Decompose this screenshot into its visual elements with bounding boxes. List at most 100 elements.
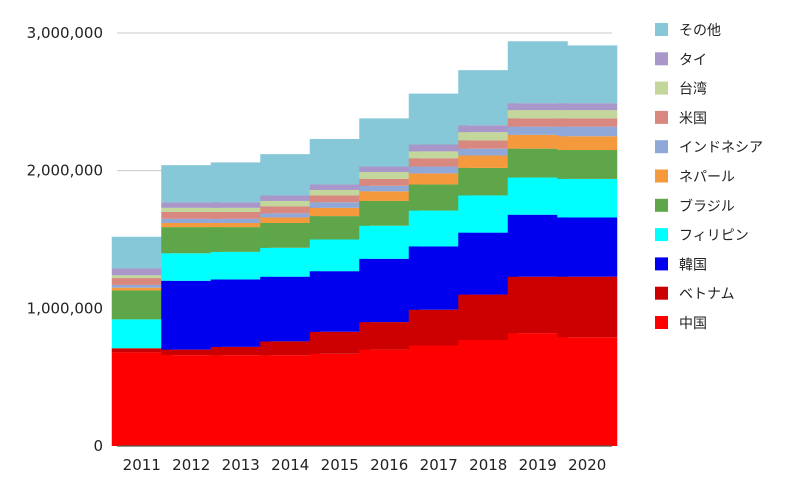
bar-segment [557,45,618,104]
legend-swatch [655,198,668,212]
bar-segment [210,211,271,219]
bar-segment [507,103,568,111]
bar-segment [210,207,271,212]
bar-segment [458,148,519,156]
y-tick-label: 2,000,000 [27,162,103,180]
x-tick-label: 2019 [519,456,557,474]
bar-segment [309,195,370,203]
x-tick-label: 2015 [321,456,359,474]
legend-swatch [655,81,668,95]
bar-segment [507,110,568,119]
x-tick-label: 2011 [123,456,161,474]
legend-swatch [655,140,668,154]
bar-segment [309,207,370,217]
bar-segment [557,150,618,179]
bar-segment [260,341,321,356]
bar-segment [359,172,420,179]
x-tick-label: 2017 [420,456,458,474]
bar-segment [111,268,172,276]
bar-segment [111,287,172,291]
bar-segment [210,202,271,208]
bar-segment [507,118,568,127]
legend-label: 米国 [679,111,707,127]
x-tick-label: 2020 [568,456,606,474]
bar-segment [507,126,568,135]
bar-segment [408,158,469,167]
bars [111,41,618,446]
bar-segment [210,346,271,356]
bar-segment [161,207,222,212]
bar-segment [557,337,618,446]
legend-label: タイ [679,52,707,68]
bar-segment [309,184,370,190]
y-tick-label: 3,000,000 [27,24,103,42]
bar-segment [359,166,420,173]
bar-segment [408,173,469,185]
legend-label: フィリピン [679,228,749,244]
bar-segment [111,284,172,288]
legend-label: ネパール [679,170,735,186]
legend-swatch [655,23,668,36]
bar-segment [557,178,618,218]
bar-segment [260,200,321,207]
y-tick-label: 0 [93,437,103,455]
legend-label: ブラジル [679,198,735,215]
legend-swatch [655,110,668,124]
legend-swatch [655,286,668,300]
bar-segment [507,134,568,149]
legend-label: インドネシア [679,140,763,156]
bar-segment [161,202,222,208]
bar-segment [309,202,370,208]
bar-segment [359,178,420,186]
bar-segment [408,151,469,159]
bar-segment [408,166,469,174]
bar-segment [458,140,519,149]
x-tick-label: 2012 [172,456,210,474]
bar-segment [458,155,519,168]
bar-segment [359,191,420,201]
y-tick-label: 1,000,000 [27,299,103,317]
bar-segment [309,189,370,196]
legend-swatch [655,52,668,66]
bar-segment [210,222,271,228]
x-tick-label: 2013 [222,456,260,474]
bar-segment [458,132,519,141]
legend-swatch [655,228,668,242]
bar-segment [557,276,618,338]
x-tick-label: 2014 [271,456,309,474]
bar-segment [557,136,618,151]
bar-segment [161,222,222,228]
bar-segment [260,206,321,214]
legend-label: 中国 [679,316,707,332]
bar-segment [260,213,321,218]
bar-segment [210,218,271,223]
x-tick-label: 2018 [469,456,507,474]
bar-segment [458,125,519,133]
bar-segment [309,331,370,354]
bar-segment [111,348,172,353]
bar-segment [557,118,618,127]
bar-segment [557,110,618,119]
legend-swatch [655,169,668,183]
legend-label: その他 [679,23,721,39]
bar-segment [260,195,321,201]
bar-segment [111,275,172,279]
x-tick-label: 2016 [370,456,408,474]
legend-swatch [655,316,668,329]
legend-label: ベトナム [679,287,735,303]
legend-label: 韓国 [679,257,707,273]
bar-segment [408,144,469,152]
bar-segment [557,126,618,137]
legend-label: 台湾 [679,81,707,98]
legend-swatch [655,257,668,271]
bar-segment [557,103,618,111]
bar-segment [557,217,618,277]
bar-segment [161,349,222,356]
axes: 0 1,000,000 2,000,000 3,000,000 2011 2012 2013… [27,24,612,474]
bar-segment [260,217,321,223]
bar-segment [359,185,420,192]
bar-segment [161,218,222,223]
bar-segment [111,278,172,285]
